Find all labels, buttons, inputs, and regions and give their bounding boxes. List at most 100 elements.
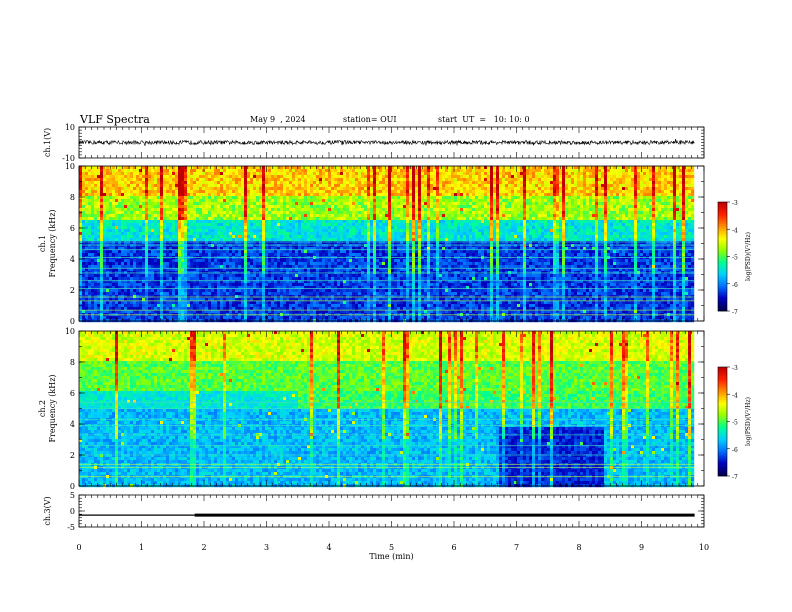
ch1-psd-cell	[190, 247, 194, 251]
ch1-psd-cell	[91, 262, 95, 266]
ch1-psd-cell	[91, 283, 95, 287]
ch1-psd-cell	[85, 304, 89, 308]
ch1-psd-cell	[310, 253, 314, 257]
ch1-psd-cell	[163, 223, 167, 227]
ch1-psd-cell	[346, 202, 350, 206]
ch1-psd-cell	[286, 187, 290, 191]
ch1-psd-cell	[175, 286, 179, 290]
ch1-psd-cell	[265, 268, 269, 272]
ch1-psd-cell	[307, 220, 311, 224]
ch1-psd-cell	[229, 268, 233, 272]
ch1-psd-cell	[166, 187, 170, 191]
ch1-psd-cell	[265, 283, 269, 287]
ch1-psd-cell	[94, 217, 98, 221]
ch1-psd-cell	[313, 175, 317, 179]
ch1-psd-cell	[283, 292, 287, 296]
ch1-psd-cell	[286, 205, 290, 209]
ch1-psd-cell	[124, 307, 128, 311]
ch1-psd-cell	[112, 190, 116, 194]
ch1-psd-cell	[340, 268, 344, 272]
ch1-psd-cell	[259, 316, 263, 320]
y-tick-label: -10	[62, 154, 75, 163]
ch1-psd-cell	[169, 184, 173, 188]
ch1-psd-cell	[226, 181, 230, 185]
ch1-psd-cell	[103, 193, 107, 197]
ch1-psd-cell	[187, 184, 191, 188]
ch1-psd-cell	[193, 208, 197, 212]
ch1-psd-cell	[250, 208, 254, 212]
ch1-psd-cell	[214, 187, 218, 191]
ch1-psd-cell	[298, 229, 302, 233]
ch1-psd-cell	[301, 283, 305, 287]
ch1-psd-cell	[79, 226, 83, 230]
ch1-psd-cell	[349, 304, 353, 308]
ch1-psd-cell	[274, 241, 278, 245]
ch1-psd-cell	[133, 184, 137, 188]
ch1-psd-cell	[193, 316, 197, 320]
ch1-psd-cell	[265, 205, 269, 209]
ch1-psd-cell	[223, 301, 227, 305]
ch1-psd-cell	[124, 250, 128, 254]
ch1-psd-cell	[142, 226, 146, 230]
ch1-psd-cell	[268, 184, 272, 188]
ch1-psd-cell	[193, 214, 197, 218]
ch1-psd-cell	[217, 244, 221, 248]
ch1-psd-cell	[157, 301, 161, 305]
ch1-psd-cell	[214, 214, 218, 218]
ch1-psd-cell	[82, 289, 86, 293]
ch1-psd-cell	[247, 280, 251, 284]
ch1-psd-cell	[265, 238, 269, 242]
ch1-psd-cell	[148, 187, 152, 191]
ch1-psd-cell	[130, 211, 134, 215]
ch1-psd-cell	[277, 316, 281, 320]
ch1-psd-cell	[193, 259, 197, 263]
ch1-psd-cell	[103, 289, 107, 293]
ch1-psd-cell	[259, 274, 263, 278]
ch1-psd-cell	[241, 172, 245, 176]
ch1-psd-cell	[172, 292, 176, 296]
ch1-psd-cell	[124, 253, 128, 257]
ch1-psd-cell	[130, 241, 134, 245]
ch1-psd-cell	[124, 202, 128, 206]
ch1-psd-cell	[214, 247, 218, 251]
ch1-psd-cell	[79, 250, 83, 254]
ch1-psd-cell	[307, 268, 311, 272]
ch1-psd-cell	[277, 301, 281, 305]
ch1-psd-cell	[340, 301, 344, 305]
ch1-psd-cell	[121, 235, 125, 239]
ch1-psd-cell	[229, 286, 233, 290]
ch1-psd-cell	[319, 316, 323, 320]
ch1-psd-cell	[316, 220, 320, 224]
ch1-psd-cell	[178, 286, 182, 290]
ch1-psd-cell	[103, 175, 107, 179]
ch1-psd-cell	[157, 265, 161, 269]
ch1-psd-cell	[208, 307, 212, 311]
ch1-psd-cell	[322, 307, 326, 311]
ch1-psd-cell	[115, 208, 119, 212]
ch1-psd-cell	[262, 169, 266, 173]
ch1-psd-cell	[250, 265, 254, 269]
ch1-psd-cell	[85, 190, 89, 194]
ch1-psd-cell	[223, 283, 227, 287]
ch1-psd-cell	[154, 184, 158, 188]
ch1-psd-cell	[211, 304, 215, 308]
ch1-psd-cell	[106, 196, 110, 200]
ch1-psd-cell	[193, 283, 197, 287]
ch1-psd-cell	[175, 235, 179, 239]
ch1-psd-cell	[214, 241, 218, 245]
ch1-psd-cell	[250, 193, 254, 197]
ch1-psd-cell	[232, 265, 236, 269]
ch1-psd-cell	[280, 178, 284, 182]
ch1-psd-cell	[289, 274, 293, 278]
ch1-psd-cell	[271, 298, 275, 302]
ch1-psd-cell	[163, 268, 167, 272]
ch1-psd-cell	[196, 235, 200, 239]
ch1-psd-cell	[187, 214, 191, 218]
ch1-psd-cell	[304, 310, 308, 314]
ch1-psd-cell	[88, 241, 92, 245]
ch1-psd-cell	[208, 292, 212, 296]
ch1-psd-cell	[181, 172, 185, 176]
ch1-psd-cell	[319, 223, 323, 227]
ch1-psd-cell	[208, 298, 212, 302]
ch1-psd-cell	[352, 172, 356, 176]
